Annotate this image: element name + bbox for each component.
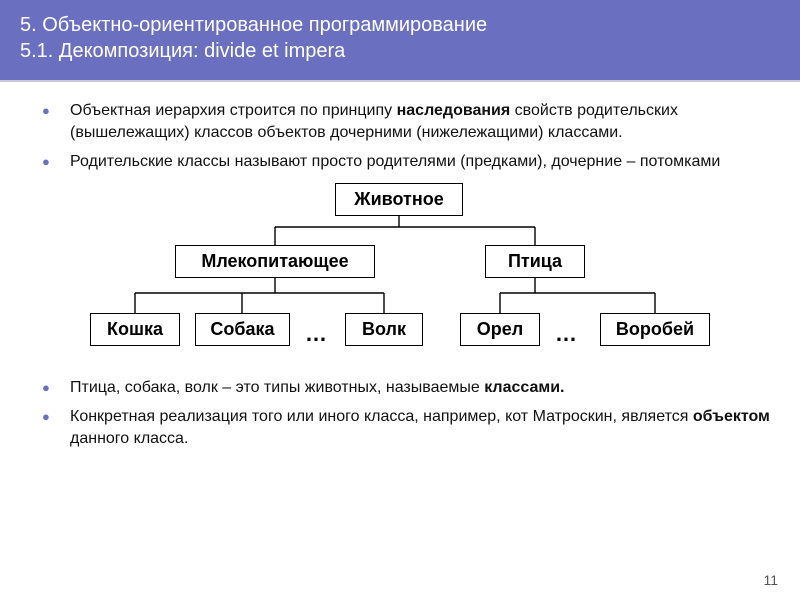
slide-header: 5. Объектно-ориентированное программиров… (0, 0, 800, 82)
bullet-3-bold: классами. (484, 379, 564, 396)
header-line2: 5.1. Декомпозиция: divide et impera (20, 40, 345, 62)
node-wolf: Волк (345, 313, 423, 346)
slide-content: Объектная иерархия строится по принципу … (0, 82, 800, 450)
page-number: 11 (763, 572, 778, 588)
header-line1: 5. Объектно-ориентированное программиров… (20, 14, 487, 36)
bullets-top: Объектная иерархия строится по принципу … (30, 100, 770, 173)
bullet-4-pre: Конкретная реализация того или иного кла… (70, 408, 693, 425)
node-bird: Птица (485, 245, 585, 278)
bullet-2: Родительские классы называют просто роди… (30, 151, 770, 173)
node-mammal: Млекопитающее (175, 245, 375, 278)
node-root: Животное (335, 183, 463, 216)
node-sparrow: Воробей (600, 313, 710, 346)
ellipsis1: … (305, 321, 327, 347)
bullet-2-pre: Родительские классы называют просто роди… (70, 153, 720, 170)
hierarchy-diagram: Животное Млекопитающее Птица Кошка Собака Вол… (80, 183, 720, 363)
bullet-4-bold: объектом (693, 408, 770, 425)
bullet-1-bold: наследования (397, 102, 511, 119)
header-title: 5. Объектно-ориентированное программиров… (20, 12, 780, 64)
ellipsis2: … (555, 321, 577, 347)
bullet-3: Птица, собака, волк – это типы животных,… (30, 377, 770, 399)
bullet-4: Конкретная реализация того или иного кла… (30, 406, 770, 449)
bullet-3-pre: Птица, собака, волк – это типы животных,… (70, 379, 484, 396)
node-cat: Кошка (90, 313, 180, 346)
bullets-bottom: Птица, собака, волк – это типы животных,… (30, 377, 770, 450)
bullet-4-post: данного класса. (70, 430, 188, 447)
bullet-1: Объектная иерархия строится по принципу … (30, 100, 770, 143)
node-dog: Собака (195, 313, 290, 346)
node-eagle: Орел (460, 313, 540, 346)
bullet-1-pre: Объектная иерархия строится по принципу (70, 102, 397, 119)
